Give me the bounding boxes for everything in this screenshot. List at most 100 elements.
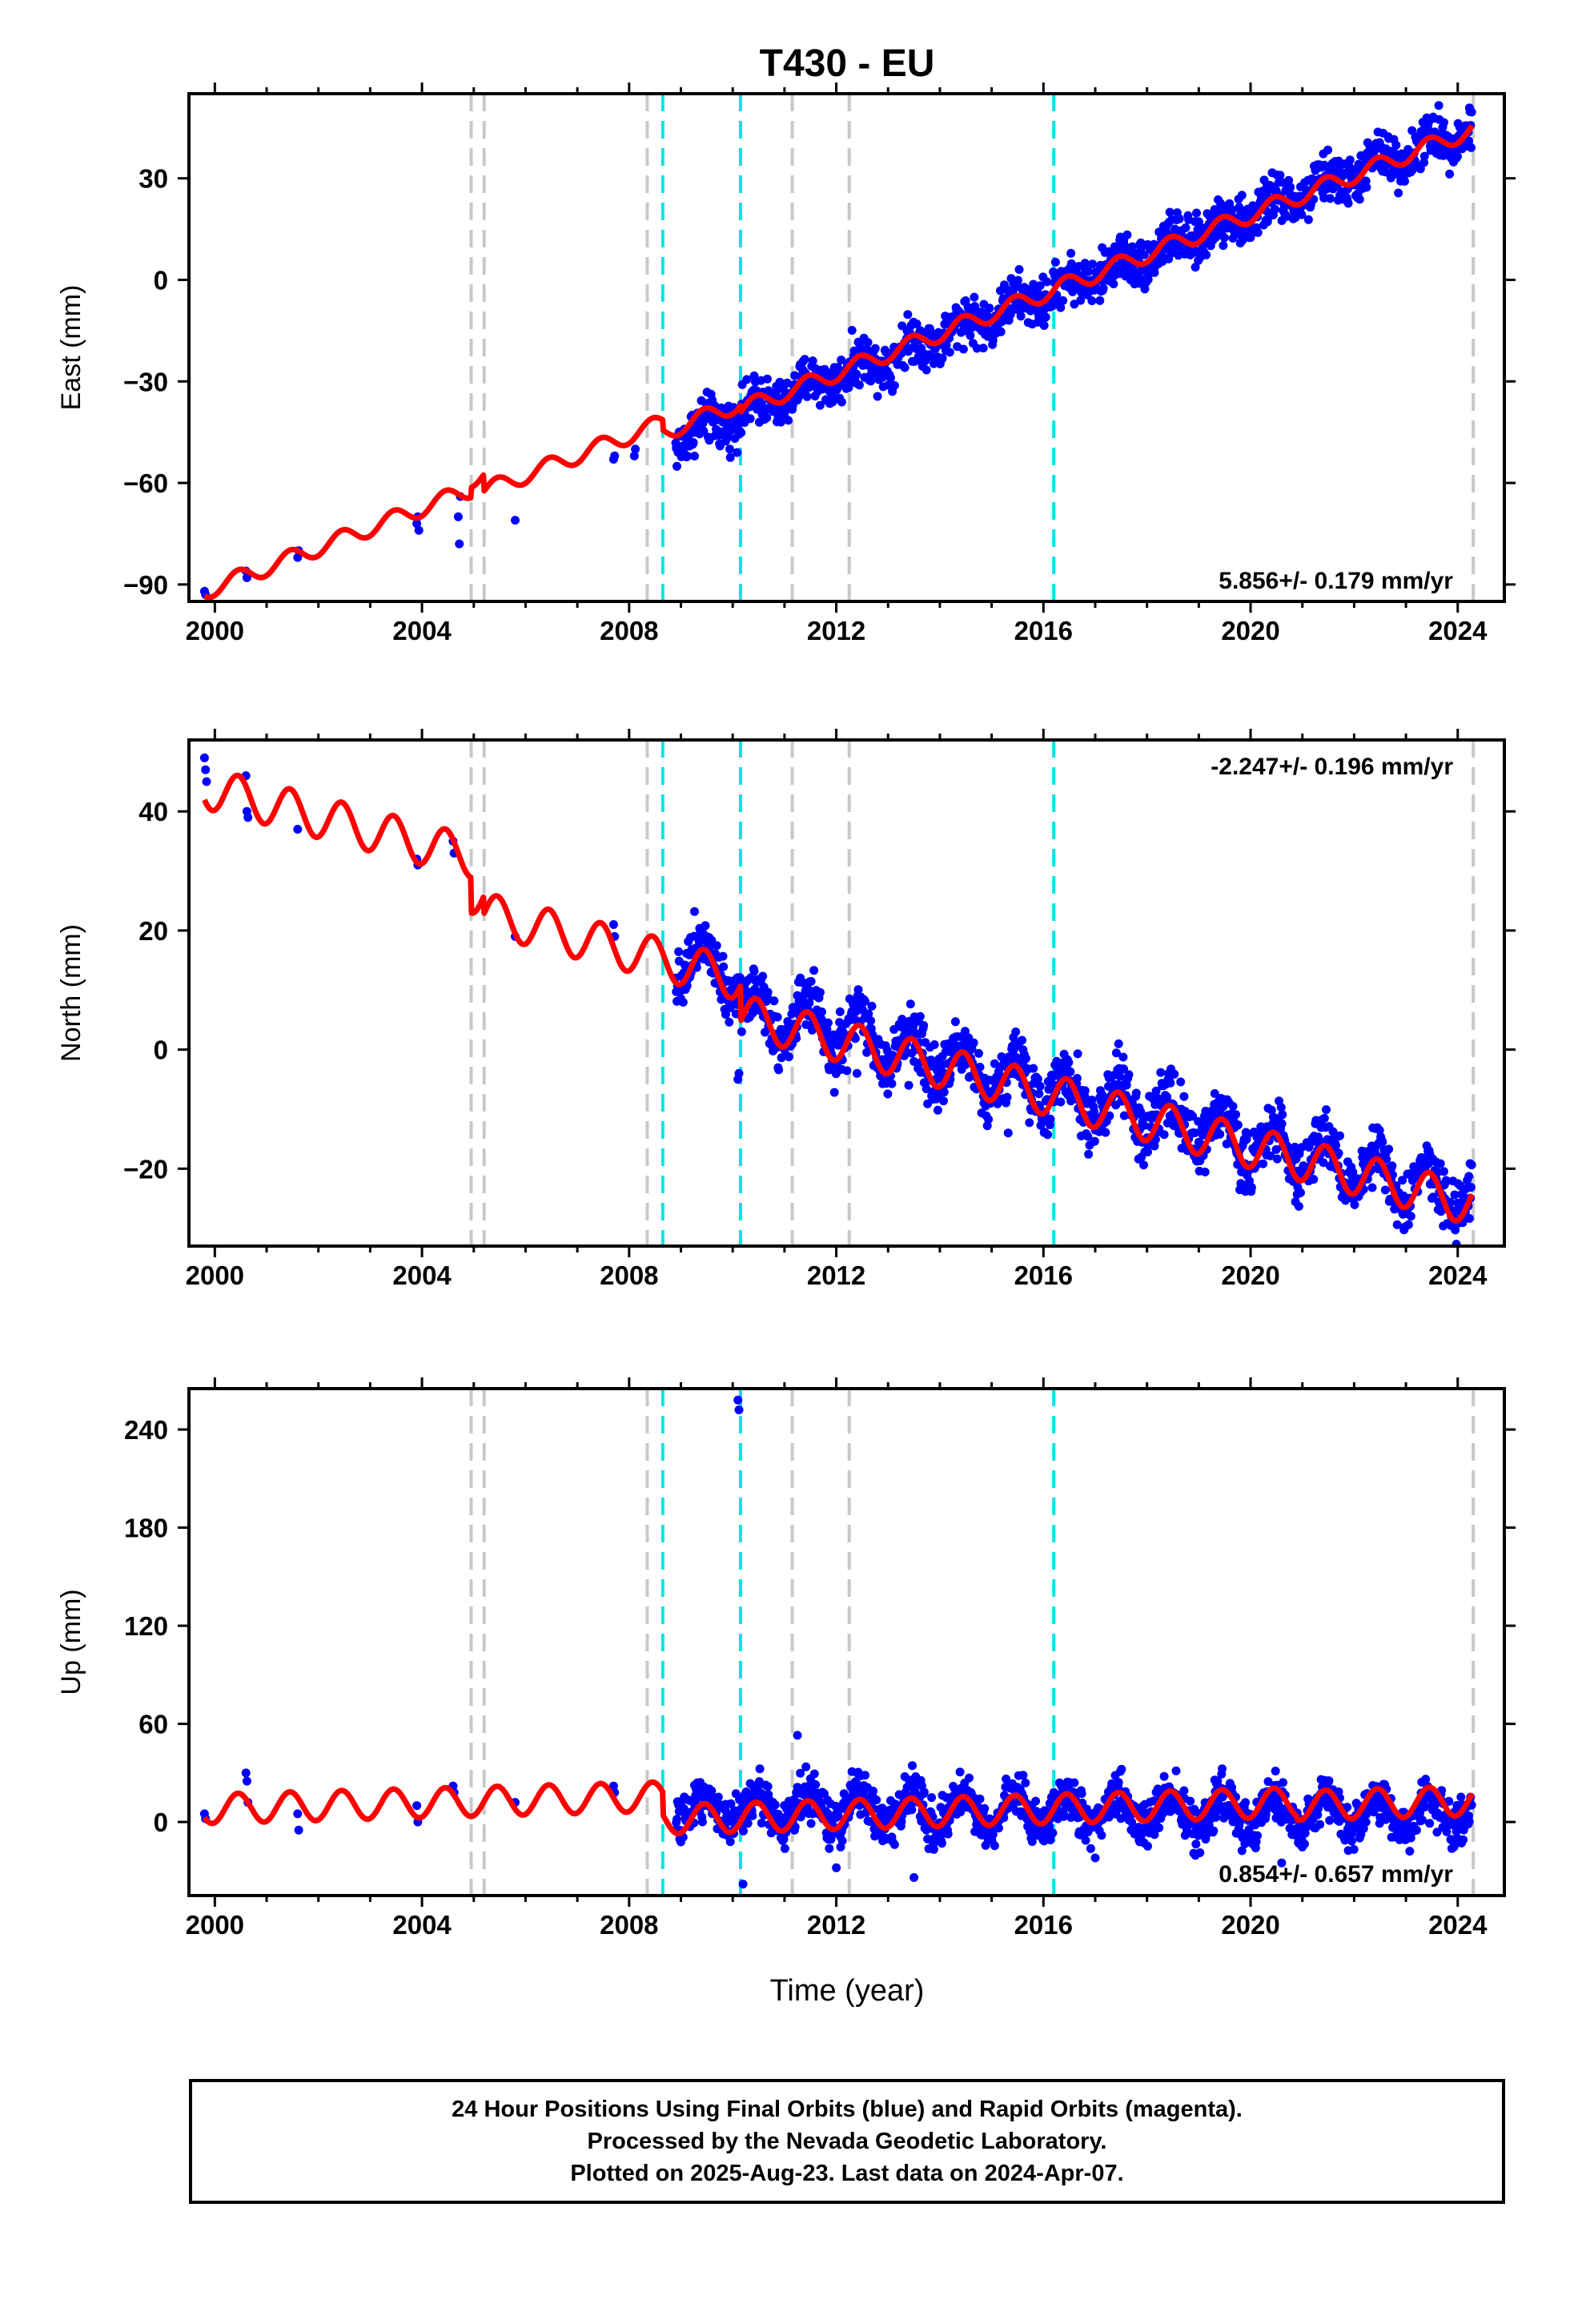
- east-data-point: [1041, 312, 1050, 322]
- north-data-point: [1294, 1201, 1303, 1211]
- y-tick-label: 60: [139, 1710, 168, 1739]
- y-tick-label: 0: [154, 1035, 168, 1065]
- up-data-point: [294, 1825, 303, 1835]
- east-data-point: [1035, 281, 1045, 291]
- east-data-point: [725, 444, 734, 454]
- east-data-point: [1219, 241, 1228, 251]
- north-data-point: [769, 996, 779, 1006]
- north-data-point: [199, 753, 209, 762]
- up-data-point: [1241, 1798, 1251, 1807]
- east-data-point: [1174, 214, 1184, 223]
- footer-line-1: 24 Hour Positions Using Final Orbits (bl…: [452, 2097, 1243, 2122]
- north-data-point: [725, 1003, 735, 1012]
- east-data-point: [889, 380, 899, 390]
- north-data-point: [1011, 1027, 1021, 1036]
- north-data-point: [719, 962, 729, 971]
- east-data-point: [1095, 296, 1105, 305]
- east-data-point: [1400, 176, 1409, 186]
- x-tick-label: 2000: [186, 616, 244, 645]
- east-data-point: [412, 519, 422, 529]
- east-data-point: [1042, 277, 1052, 287]
- north-data-point: [1166, 1078, 1175, 1088]
- up-rate-label: 0.854+/- 0.657 mm/yr: [1219, 1861, 1453, 1888]
- east-data-point: [1391, 140, 1401, 150]
- east-data-point: [1386, 173, 1395, 183]
- y-tick-label: 30: [139, 164, 168, 194]
- north-data-point: [1335, 1131, 1344, 1140]
- up-data-point: [1070, 1778, 1079, 1787]
- east-data-point: [242, 573, 251, 582]
- north-observations: [199, 753, 1476, 1246]
- east-data-point: [873, 392, 882, 401]
- east-data-point: [1445, 169, 1455, 179]
- north-data-point: [1384, 1144, 1394, 1154]
- east-data-point: [1430, 127, 1439, 137]
- east-data-point: [996, 327, 1006, 336]
- north-data-point: [1467, 1160, 1476, 1170]
- north-data-point: [883, 1089, 893, 1099]
- north-data-point: [1215, 1129, 1225, 1139]
- east-data-point: [1227, 205, 1237, 215]
- north-data-point: [1143, 1148, 1152, 1156]
- east-data-point: [1271, 204, 1279, 214]
- north-data-point: [1090, 1107, 1099, 1116]
- east-frame: [187, 92, 1506, 603]
- east-data-point: [921, 365, 931, 375]
- north-data-point: [1272, 1154, 1282, 1164]
- up-data-point: [908, 1761, 917, 1771]
- east-data-point: [938, 353, 947, 363]
- east-data-point: [1355, 195, 1364, 204]
- north-data-point: [1233, 1120, 1243, 1130]
- north-data-point: [1064, 1058, 1074, 1068]
- up-data-point: [801, 1762, 811, 1771]
- north-data-point: [1159, 1130, 1169, 1140]
- east-data-point: [1088, 259, 1098, 269]
- east-data-point: [1084, 267, 1094, 276]
- north-data-point: [1266, 1151, 1275, 1160]
- y-tick-label: 0: [154, 1807, 168, 1837]
- north-data-point: [763, 987, 773, 997]
- up-panel: 2000 2004 2008 2012 2016 2020 2024 0 60 120 180 240…: [56, 1377, 1516, 1940]
- east-data-point: [698, 418, 708, 428]
- north-panel: 2000 2004 2008 2012 2016 2020 2024 −20 0 20 40 Nor…: [56, 729, 1516, 1290]
- east-data-point: [815, 400, 825, 410]
- x-tick-label: 2008: [600, 616, 658, 645]
- north-data-point: [805, 998, 814, 1007]
- north-data-point: [975, 1063, 985, 1072]
- north-data-point: [864, 1009, 873, 1019]
- east-data-point: [863, 338, 873, 348]
- north-data-point: [1119, 1064, 1129, 1074]
- north-data-point: [1025, 1118, 1034, 1128]
- up-data-point: [1253, 1831, 1262, 1840]
- north-data-point: [867, 1001, 877, 1011]
- up-data-point: [1171, 1766, 1181, 1775]
- east-data-point: [844, 383, 853, 392]
- north-data-point: [774, 1065, 784, 1075]
- up-data-point: [837, 1836, 847, 1846]
- east-data-point: [870, 344, 880, 353]
- north-data-point: [1124, 1070, 1134, 1080]
- x-axis-label: Time (year): [770, 1974, 925, 2008]
- y-tick-label: 40: [139, 797, 168, 826]
- north-data-point: [721, 1010, 730, 1019]
- up-data-point: [872, 1795, 881, 1805]
- north-data-point: [1176, 1077, 1186, 1087]
- north-data-point: [1247, 1183, 1256, 1192]
- north-data-point: [678, 998, 688, 1007]
- north-data-point: [939, 1088, 949, 1097]
- north-data-point: [1210, 1089, 1219, 1098]
- footer-line-3: Plotted on 2025-Aug-23. Last data on 202…: [570, 2161, 1123, 2186]
- east-axes: 2000 2004 2008 2012 2016 2020 2024 −90 −60 −30 0 30: [123, 82, 1516, 645]
- north-data-point: [1435, 1159, 1445, 1168]
- north-data-point: [1380, 1185, 1390, 1195]
- north-data-point: [1018, 1035, 1026, 1045]
- north-data-point: [974, 1048, 983, 1058]
- north-data-point: [1035, 1081, 1045, 1091]
- north-data-point: [815, 987, 825, 997]
- east-data-point: [775, 377, 785, 387]
- north-data-point: [823, 1018, 833, 1027]
- north-data-point: [1046, 1114, 1055, 1124]
- up-data-point: [241, 1768, 251, 1778]
- east-data-point: [1219, 233, 1229, 243]
- north-data-point: [1464, 1214, 1474, 1223]
